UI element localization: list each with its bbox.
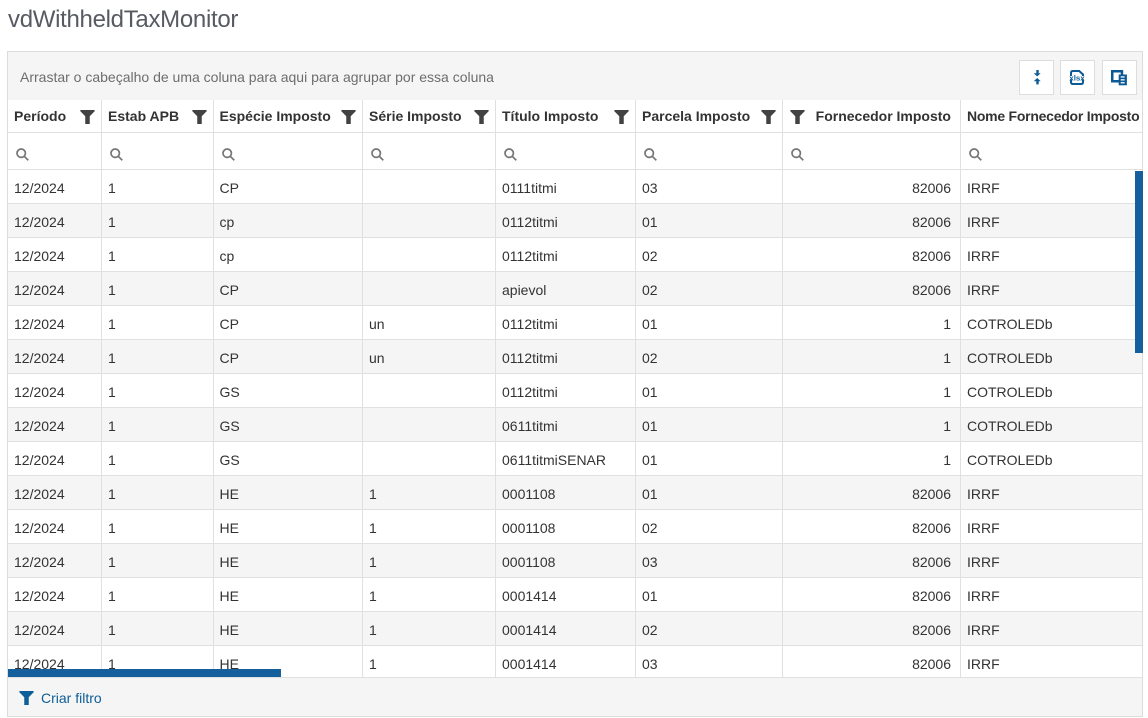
svg-text:xlsx: xlsx bbox=[1069, 74, 1085, 83]
